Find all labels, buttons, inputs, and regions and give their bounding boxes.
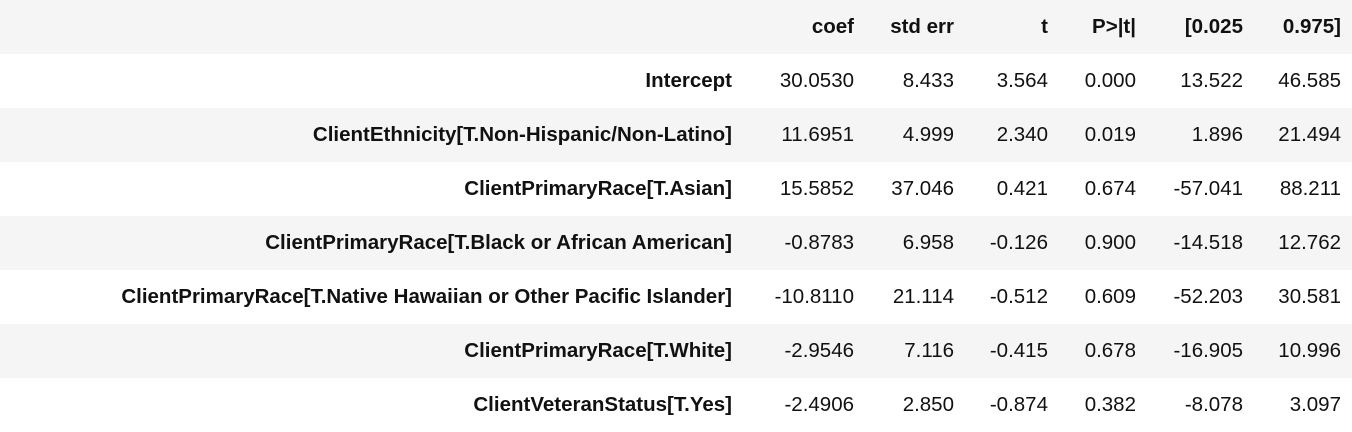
ci-low-cell: 1.896: [1191, 123, 1243, 146]
table-header: coef std err t P>|t| [0.025 0.975]: [0, 0, 1352, 54]
ci-high-cell: 12.762: [1278, 231, 1341, 254]
row-label: ClientEthnicity[T.Non-Hispanic/Non-Latin…: [312, 123, 732, 146]
table-body: Intercept 30.0530 8.433 3.564 0.000 13.5…: [0, 54, 1352, 432]
coef-cell: 15.5852: [779, 177, 854, 200]
std-err-cell: 37.046: [891, 177, 954, 200]
table-row: ClientPrimaryRace[T.White] -2.9546 7.116…: [0, 324, 1352, 378]
column-header-coef: coef: [811, 15, 854, 38]
ci-low-cell: -52.203: [1173, 285, 1243, 308]
std-err-cell: 4.999: [902, 123, 954, 146]
column-header-ci-low: [0.025: [1184, 15, 1243, 38]
column-header-std-err: std err: [890, 15, 954, 38]
ci-low-cell: -16.905: [1173, 339, 1243, 362]
table-row: ClientPrimaryRace[T.Asian] 15.5852 37.04…: [0, 162, 1352, 216]
p-value-cell: 0.382: [1084, 393, 1136, 416]
t-cell: -0.415: [989, 339, 1048, 362]
coef-cell: -2.9546: [784, 339, 854, 362]
t-cell: 3.564: [996, 69, 1048, 92]
ci-high-cell: 46.585: [1278, 69, 1341, 92]
coef-cell: -2.4906: [784, 393, 854, 416]
p-value-cell: 0.000: [1084, 69, 1136, 92]
column-header-label: [0, 0, 736, 54]
ci-high-cell: 30.581: [1278, 285, 1341, 308]
column-header-t: t: [1041, 15, 1048, 38]
column-header-ci-high: 0.975]: [1282, 15, 1341, 38]
ci-high-cell: 10.996: [1278, 339, 1341, 362]
table-row: Intercept 30.0530 8.433 3.564 0.000 13.5…: [0, 54, 1352, 108]
ci-high-cell: 21.494: [1278, 123, 1341, 146]
t-cell: -0.512: [989, 285, 1048, 308]
p-value-cell: 0.609: [1084, 285, 1136, 308]
row-label: ClientPrimaryRace[T.Native Hawaiian or O…: [121, 285, 732, 308]
ci-low-cell: 13.522: [1180, 69, 1243, 92]
coef-cell: 30.0530: [779, 69, 854, 92]
ci-low-cell: -14.518: [1173, 231, 1243, 254]
t-cell: -0.126: [989, 231, 1048, 254]
row-label: ClientPrimaryRace[T.White]: [464, 339, 732, 362]
coef-cell: -10.8110: [774, 285, 854, 308]
table-row: ClientPrimaryRace[T.Native Hawaiian or O…: [0, 270, 1352, 324]
table-row: ClientEthnicity[T.Non-Hispanic/Non-Latin…: [0, 108, 1352, 162]
p-value-cell: 0.900: [1084, 231, 1136, 254]
t-cell: 2.340: [996, 123, 1048, 146]
row-label: ClientPrimaryRace[T.Asian]: [464, 177, 732, 200]
header-row: coef std err t P>|t| [0.025 0.975]: [0, 0, 1352, 54]
std-err-cell: 6.958: [902, 231, 954, 254]
ci-high-cell: 3.097: [1289, 393, 1341, 416]
row-label: Intercept: [645, 69, 732, 92]
p-value-cell: 0.678: [1084, 339, 1136, 362]
p-value-cell: 0.674: [1084, 177, 1136, 200]
ci-low-cell: -8.078: [1184, 393, 1243, 416]
std-err-cell: 21.114: [892, 285, 954, 308]
table-row: ClientVeteranStatus[T.Yes] -2.4906 2.850…: [0, 378, 1352, 432]
coef-cell: -0.8783: [784, 231, 854, 254]
ci-high-cell: 88.211: [1279, 177, 1341, 200]
std-err-cell: 2.850: [902, 393, 954, 416]
table-row: ClientPrimaryRace[T.Black or African Ame…: [0, 216, 1352, 270]
coef-cell: 11.6951: [781, 123, 854, 146]
t-cell: 0.421: [996, 177, 1048, 200]
column-header-p-value: P>|t|: [1092, 15, 1136, 38]
std-err-cell: 7.116: [904, 339, 954, 362]
t-cell: -0.874: [989, 393, 1048, 416]
p-value-cell: 0.019: [1084, 123, 1136, 146]
row-label: ClientPrimaryRace[T.Black or African Ame…: [265, 231, 732, 254]
std-err-cell: 8.433: [902, 69, 954, 92]
ci-low-cell: -57.041: [1173, 177, 1243, 200]
row-label: ClientVeteranStatus[T.Yes]: [473, 393, 732, 416]
